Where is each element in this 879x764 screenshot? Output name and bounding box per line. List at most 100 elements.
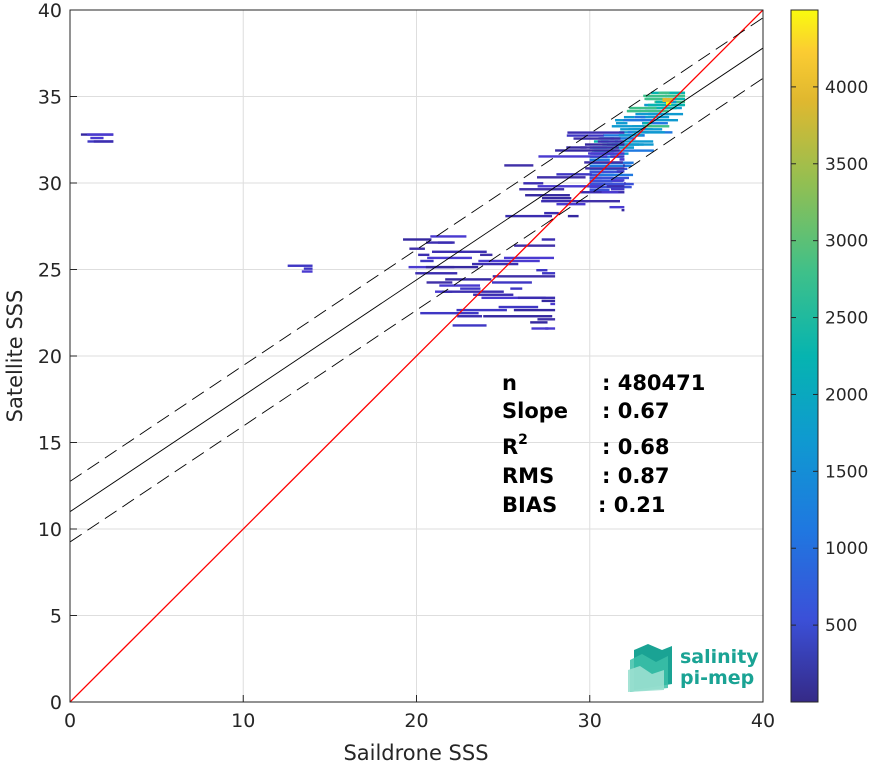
density-cell	[457, 315, 483, 318]
density-cell	[589, 179, 613, 183]
density-cell	[649, 112, 684, 116]
line-regression	[70, 47, 763, 513]
line-regression-upper	[70, 17, 763, 482]
density-cell	[611, 143, 654, 146]
x-tick-label: 30	[578, 710, 602, 732]
density-cell	[555, 149, 620, 152]
density-cell	[647, 103, 667, 107]
density-cell	[610, 137, 636, 140]
density-cell	[538, 155, 608, 158]
density-cell	[420, 259, 434, 263]
density-cell	[510, 287, 523, 290]
x-ticks: 0 10 20 30 40	[64, 695, 775, 732]
density-cell	[589, 173, 598, 177]
density-cell	[655, 100, 668, 104]
density-cell	[584, 161, 623, 164]
density-cell	[566, 134, 604, 137]
stat-bias-value: : 0.21	[598, 493, 666, 517]
stat-slope-value: : 0.67	[602, 399, 670, 423]
density-cell	[530, 321, 548, 324]
density-cell	[425, 265, 479, 269]
density-cell	[403, 238, 432, 241]
density-cell	[90, 136, 104, 140]
density-cell	[537, 185, 603, 188]
x-tick-label: 40	[751, 710, 775, 732]
x-tick-label: 20	[404, 710, 428, 732]
density-cell	[589, 188, 610, 192]
x-tick-label: 0	[64, 710, 76, 732]
density-cell	[611, 149, 654, 152]
density-cell	[498, 305, 539, 309]
density-cell	[626, 109, 641, 113]
logo-line2: pi-mep	[680, 667, 754, 689]
density-cell	[472, 262, 519, 266]
density-cell	[426, 281, 453, 284]
density-cell	[609, 205, 625, 209]
density-cell	[589, 164, 632, 168]
colorbar-tick-label: 1500	[825, 462, 868, 482]
stat-n-label: n	[502, 371, 517, 395]
stat-rms-value: : 0.87	[602, 464, 670, 488]
density-cell	[601, 191, 619, 194]
y-tick-label: 10	[38, 519, 62, 541]
density-cell	[642, 122, 652, 125]
density-cell	[616, 170, 625, 173]
density-cell	[614, 140, 654, 143]
density-cell	[556, 202, 586, 206]
density-cell	[566, 146, 587, 149]
density-cell	[623, 164, 625, 167]
density-cell	[634, 115, 646, 119]
density-cell	[420, 311, 479, 315]
density-cell	[662, 97, 673, 102]
density-cell	[642, 122, 668, 125]
density-cell	[445, 278, 492, 281]
colorbar: 500 1000 1500 2000 2500 3000 3500 4000	[790, 9, 868, 703]
density-cell	[623, 115, 635, 119]
density-cell	[611, 125, 645, 128]
x-axis-label: Saildrone SSS	[343, 741, 488, 764]
reference-lines	[70, 10, 763, 702]
density-cell	[589, 182, 630, 186]
x-tick-label: 10	[231, 710, 255, 732]
density-cell	[606, 185, 625, 188]
density-cell	[645, 97, 670, 101]
stat-slope-label: Slope	[502, 399, 568, 423]
logo-wave-icon	[628, 644, 672, 692]
density-cell	[442, 290, 504, 293]
density-cell	[481, 296, 546, 300]
stat-r2-label: R2	[502, 432, 528, 459]
density-cell	[542, 272, 556, 275]
density-cell	[579, 199, 620, 203]
salinity-pi-mep-logo: salinity pi-mep	[628, 644, 759, 692]
density-cell	[492, 275, 556, 278]
density-cell	[473, 293, 514, 296]
density-cell	[580, 146, 619, 149]
density-cell	[643, 94, 668, 98]
y-tick-label: 35	[38, 87, 62, 109]
density-cell	[452, 324, 487, 327]
density-cell	[619, 158, 625, 161]
y-tick-label: 15	[38, 433, 62, 455]
density-cell	[86, 133, 114, 136]
y-tick-label: 20	[38, 346, 62, 368]
y-axis-label: Satellite SSS	[3, 290, 27, 423]
density-cell	[483, 315, 553, 318]
density-cell	[589, 170, 624, 174]
density-cell	[523, 182, 544, 185]
density-cell	[409, 247, 425, 250]
density-cell	[615, 118, 625, 122]
density-cell	[503, 256, 555, 260]
density-cell	[491, 281, 532, 284]
density-cell	[647, 112, 664, 116]
density-cell	[537, 176, 586, 179]
density-cell	[589, 176, 630, 180]
colorbar-tick-label: 3500	[825, 155, 868, 175]
stat-bias-label: BIAS	[502, 493, 557, 517]
density-cell	[621, 208, 625, 212]
density-cell	[545, 327, 556, 330]
density-cell	[641, 118, 679, 122]
density-cell	[478, 259, 540, 263]
density-cell	[517, 296, 556, 300]
density-cell	[610, 188, 625, 191]
density-cell	[627, 109, 669, 113]
